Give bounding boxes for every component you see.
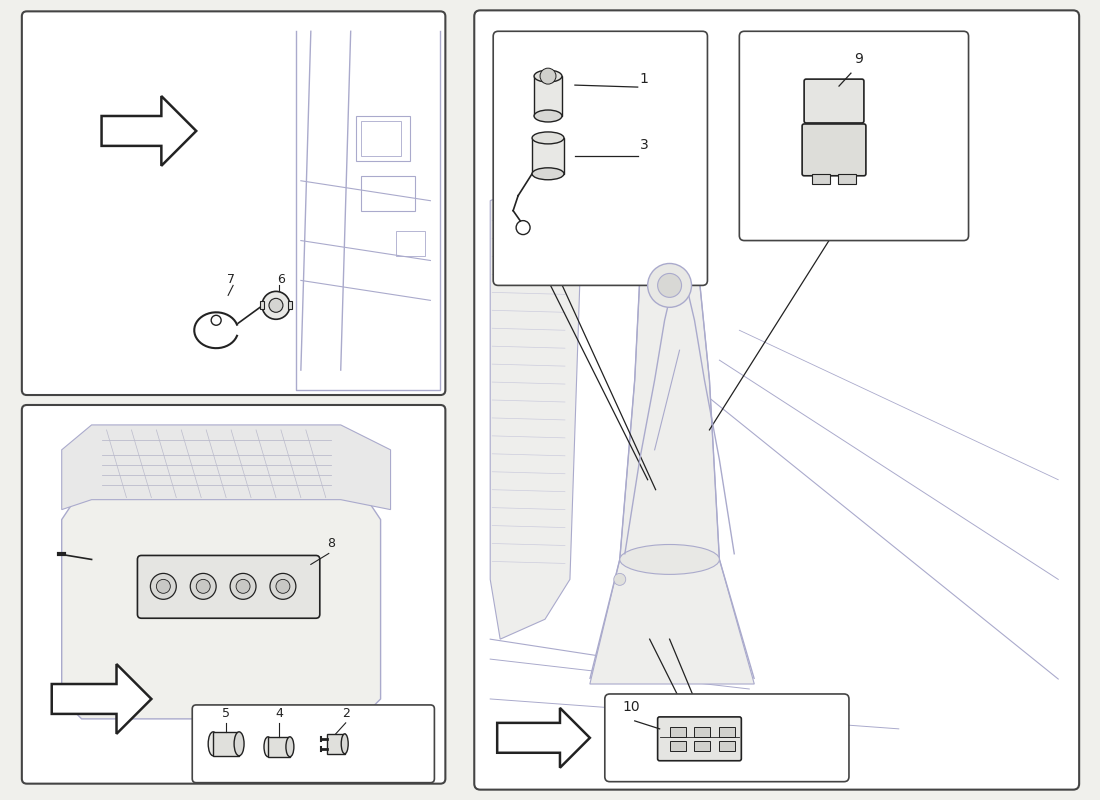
Bar — [719, 727, 736, 737]
Bar — [260, 302, 264, 310]
Polygon shape — [62, 490, 381, 719]
Ellipse shape — [535, 70, 562, 82]
Text: 2: 2 — [342, 707, 350, 720]
Polygon shape — [101, 96, 196, 166]
Bar — [213, 732, 239, 756]
Ellipse shape — [234, 732, 244, 756]
Circle shape — [190, 574, 217, 599]
Circle shape — [648, 263, 692, 307]
Circle shape — [270, 574, 296, 599]
Circle shape — [156, 579, 170, 594]
Text: 3: 3 — [640, 138, 648, 152]
Polygon shape — [497, 708, 590, 768]
FancyBboxPatch shape — [22, 11, 446, 395]
FancyBboxPatch shape — [802, 124, 866, 176]
FancyBboxPatch shape — [474, 10, 1079, 790]
Polygon shape — [52, 664, 152, 734]
Bar — [670, 727, 685, 737]
FancyBboxPatch shape — [22, 405, 446, 784]
Circle shape — [236, 579, 250, 594]
Ellipse shape — [535, 110, 562, 122]
Bar — [838, 174, 856, 184]
Ellipse shape — [532, 132, 564, 144]
Circle shape — [230, 574, 256, 599]
Bar — [288, 302, 292, 310]
Text: eurospares: eurospares — [678, 664, 801, 683]
Text: 6: 6 — [277, 274, 285, 286]
Bar — [535, 76, 562, 116]
Text: 1: 1 — [640, 72, 649, 86]
Text: 9: 9 — [854, 52, 862, 66]
Bar — [694, 727, 711, 737]
Text: eurospares: eurospares — [164, 640, 278, 658]
Bar — [361, 176, 416, 210]
Polygon shape — [491, 170, 580, 639]
Bar — [694, 741, 711, 750]
Bar — [361, 121, 400, 156]
Text: 5: 5 — [222, 707, 230, 720]
Bar — [355, 116, 410, 161]
Bar — [327, 734, 344, 754]
Text: 4: 4 — [275, 707, 283, 720]
Bar — [396, 230, 426, 255]
Bar — [812, 174, 830, 184]
Circle shape — [262, 291, 290, 319]
Bar — [670, 741, 685, 750]
Ellipse shape — [208, 732, 218, 756]
Circle shape — [151, 574, 176, 599]
Text: 7: 7 — [227, 274, 235, 286]
Circle shape — [196, 579, 210, 594]
Polygon shape — [62, 425, 390, 510]
Circle shape — [276, 579, 290, 594]
FancyBboxPatch shape — [192, 705, 434, 782]
Ellipse shape — [532, 168, 564, 180]
Ellipse shape — [341, 734, 349, 754]
Circle shape — [540, 68, 556, 84]
Bar — [719, 741, 736, 750]
Text: 8: 8 — [327, 538, 334, 550]
Circle shape — [270, 298, 283, 312]
FancyBboxPatch shape — [739, 31, 968, 241]
FancyBboxPatch shape — [493, 31, 707, 286]
Ellipse shape — [286, 737, 294, 757]
Circle shape — [614, 574, 626, 586]
FancyBboxPatch shape — [658, 717, 741, 761]
Circle shape — [658, 274, 682, 298]
Polygon shape — [590, 261, 755, 684]
FancyBboxPatch shape — [804, 79, 864, 123]
Text: eurospares: eurospares — [164, 266, 278, 285]
Ellipse shape — [619, 545, 719, 574]
Bar — [268, 737, 290, 757]
Bar — [532, 138, 564, 174]
Ellipse shape — [264, 737, 272, 757]
FancyBboxPatch shape — [605, 694, 849, 782]
Text: eurospares: eurospares — [678, 465, 801, 484]
Text: 10: 10 — [623, 700, 640, 714]
FancyBboxPatch shape — [138, 555, 320, 618]
